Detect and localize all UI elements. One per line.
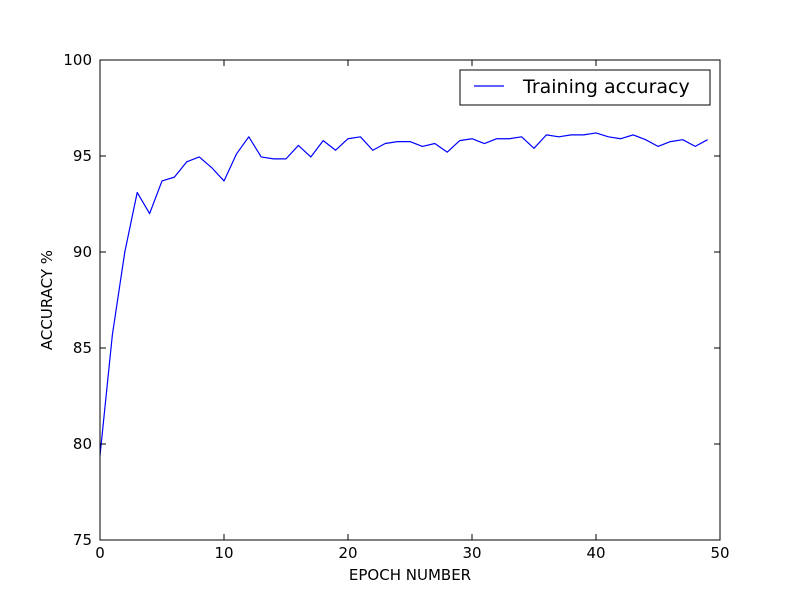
y-tick-label: 90 <box>73 243 92 261</box>
y-tick-label: 95 <box>73 147 92 165</box>
y-tick-label: 80 <box>73 435 92 453</box>
series-line-0 <box>99 132 708 456</box>
legend-label-training-accuracy: Training accuracy <box>522 76 690 98</box>
legend: Training accuracy <box>459 69 711 106</box>
x-tick-label: 20 <box>338 544 357 562</box>
x-tick-label: 0 <box>95 544 105 562</box>
y-tick-label: 75 <box>73 531 92 549</box>
plot-frame <box>99 59 721 541</box>
x-tick-label: 10 <box>214 544 233 562</box>
y-tick-label: 100 <box>63 51 92 69</box>
x-tick-label: 50 <box>710 544 729 562</box>
y-tick-label: 85 <box>73 339 92 357</box>
y-axis-label: ACCURACY % <box>38 250 56 350</box>
legend-box <box>459 69 711 106</box>
x-axis-label: EPOCH NUMBER <box>349 566 471 584</box>
x-tick-label: 30 <box>462 544 481 562</box>
series-layer <box>99 132 708 456</box>
x-tick-label: 40 <box>586 544 605 562</box>
ticks-layer: 0 10 20 30 40 50 75 80 85 90 95 100 <box>63 51 729 562</box>
